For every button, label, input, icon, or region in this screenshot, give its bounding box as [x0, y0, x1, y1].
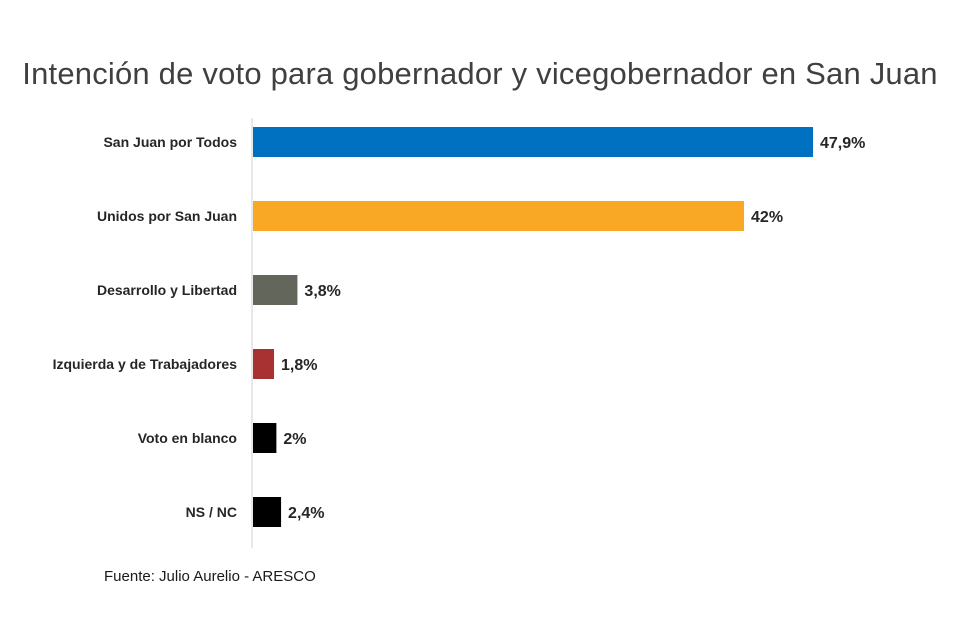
value-label: 2,4%: [288, 505, 324, 522]
value-label: 42%: [751, 209, 783, 226]
category-label: San Juan por Todos: [103, 134, 237, 150]
bar-1: [253, 201, 745, 231]
source-note: Fuente: Julio Aurelio - ARESCO: [104, 568, 316, 585]
value-label: 3,8%: [304, 283, 340, 300]
category-label: Izquierda y de Trabajadores: [53, 356, 238, 372]
bar-4: [253, 423, 277, 453]
category-label: Desarrollo y Libertad: [97, 282, 237, 298]
bar-3: [253, 349, 275, 379]
bars-group: San Juan por Todos 47,9% Unidos por San Ju…: [53, 127, 865, 527]
value-label: 1,8%: [281, 357, 317, 374]
chart-title: Intención de voto para gobernador y vice…: [22, 56, 938, 91]
value-label: 2%: [283, 431, 306, 448]
bar-2: [253, 275, 298, 305]
bar-5: [253, 497, 282, 527]
category-label: Voto en blanco: [138, 430, 237, 446]
bar-0: [253, 127, 813, 157]
category-label: NS / NC: [186, 504, 237, 520]
value-label: 47,9%: [820, 135, 865, 152]
category-label: Unidos por San Juan: [97, 208, 237, 224]
